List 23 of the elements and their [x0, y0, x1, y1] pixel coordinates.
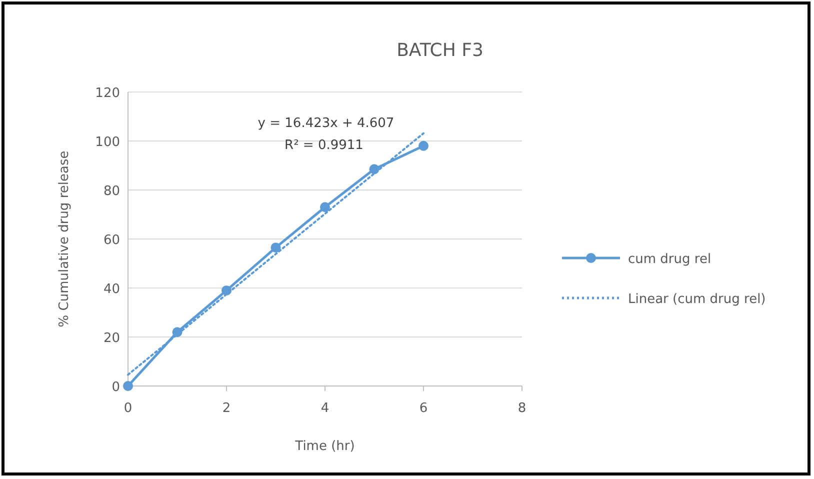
legend-label: Linear (cum drug rel)	[628, 292, 766, 307]
point	[418, 140, 428, 151]
x-tick-label: 2	[222, 401, 231, 416]
y-tick-label: 0	[112, 380, 120, 395]
x-tick-label: 8	[518, 401, 526, 416]
y-axis-title: % Cumulative drug release	[57, 150, 72, 328]
chart-title: BATCH F3	[396, 40, 484, 61]
y-tick-label: 60	[103, 233, 120, 248]
annotation: y = 16.423x + 4.607	[258, 116, 394, 131]
y-tick-label: 80	[103, 184, 120, 199]
point	[123, 381, 133, 391]
y-tick-label: 100	[95, 135, 120, 150]
x-tick-label: 4	[320, 401, 330, 416]
point	[270, 242, 281, 253]
y-tick-label: 40	[103, 282, 120, 297]
point	[320, 202, 330, 212]
y-tick-label: 120	[95, 86, 120, 101]
x-axis-title: Time (hr)	[294, 439, 355, 454]
x-tick-label: 0	[124, 401, 132, 416]
annotation: R² = 0.9911	[284, 138, 364, 153]
y-tick-label: 20	[103, 331, 120, 346]
legend-label: cum drug rel	[628, 252, 712, 267]
x-tick-label: 6	[419, 401, 428, 416]
